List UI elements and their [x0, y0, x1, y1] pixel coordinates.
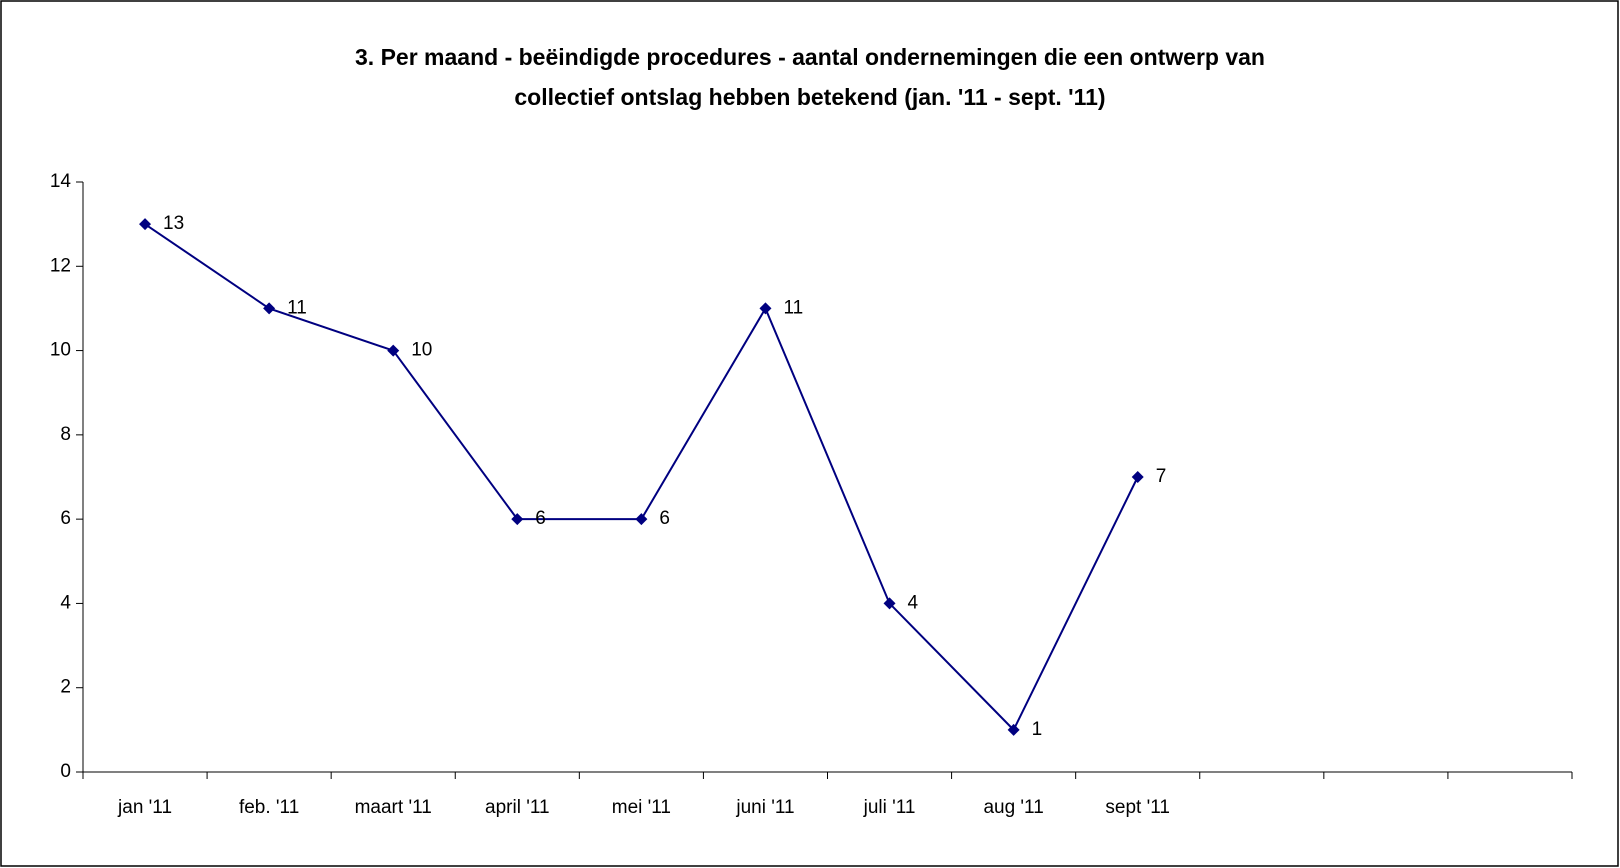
x-tick-label: juli '11 — [863, 797, 916, 818]
marker — [759, 302, 772, 315]
y-tick-label: 6 — [60, 508, 71, 529]
y-tick-label: 2 — [60, 677, 71, 698]
data-label: 13 — [163, 213, 184, 234]
x-tick-label: aug '11 — [983, 797, 1043, 818]
x-tick-label: mei '11 — [612, 797, 671, 818]
x-tick-label: juni '11 — [735, 797, 794, 818]
data-label: 1 — [1032, 719, 1043, 740]
y-tick-label: 4 — [60, 592, 71, 613]
data-label: 11 — [287, 297, 307, 318]
data-label: 4 — [908, 592, 919, 613]
chart-title: collectief ontslag hebben betekend (jan.… — [514, 84, 1105, 110]
x-tick-label: maart '11 — [355, 797, 432, 818]
data-label: 7 — [1156, 466, 1167, 487]
marker — [1131, 471, 1144, 483]
marker — [883, 597, 896, 610]
y-tick-label: 10 — [50, 340, 71, 361]
x-tick-label: sept '11 — [1105, 797, 1170, 818]
data-label: 6 — [535, 508, 546, 529]
marker — [263, 302, 276, 315]
chart-title: 3. Per maand - beëindigde procedures - a… — [355, 44, 1265, 70]
x-tick-label: jan '11 — [117, 797, 172, 818]
marker — [139, 218, 152, 231]
marker — [387, 344, 400, 357]
x-tick-label: feb. '11 — [239, 797, 299, 818]
data-label: 11 — [783, 297, 803, 318]
data-label: 10 — [411, 340, 432, 361]
marker — [635, 513, 648, 526]
x-tick-label: april '11 — [485, 797, 550, 818]
y-tick-label: 14 — [50, 171, 72, 192]
y-tick-label: 8 — [60, 424, 71, 445]
marker — [1007, 723, 1020, 736]
y-tick-label: 0 — [60, 761, 71, 782]
data-label: 6 — [659, 508, 670, 529]
marker — [511, 513, 524, 526]
y-tick-label: 12 — [50, 255, 71, 276]
